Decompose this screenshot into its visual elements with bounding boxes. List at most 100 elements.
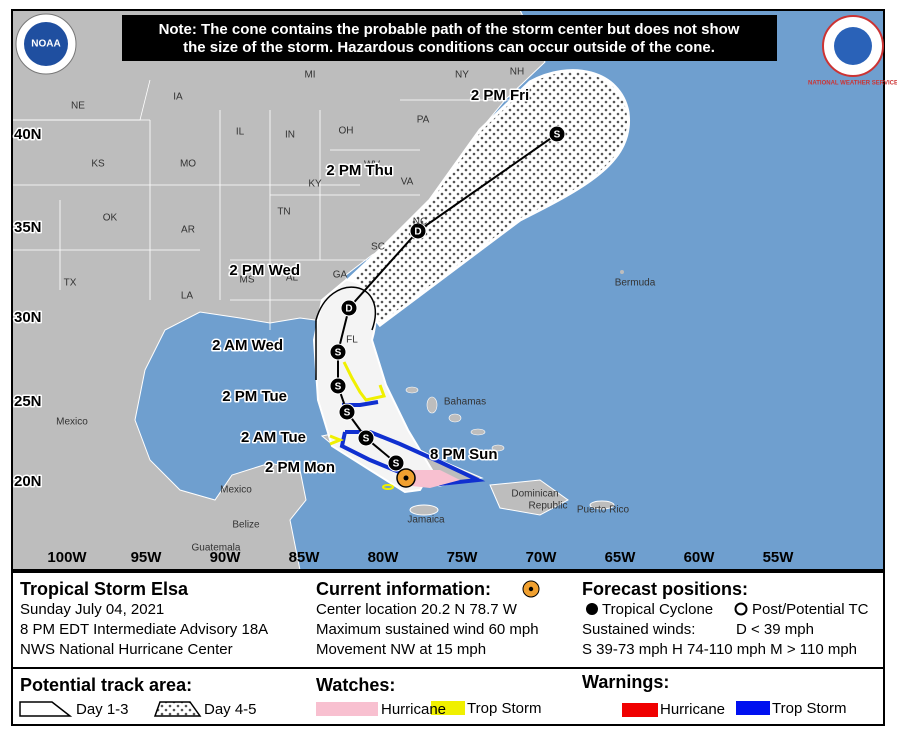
land-puerto-rico <box>589 500 615 510</box>
track-point-letter: S <box>363 434 370 445</box>
forecast-time: 2 AM Wed <box>212 337 283 354</box>
place-label: Republic <box>529 501 568 512</box>
tropical-icon <box>586 603 598 615</box>
watch-trop-storm <box>342 361 386 402</box>
place-label: TN <box>277 207 290 218</box>
watch-cayman <box>382 484 394 490</box>
place-label: NE <box>71 101 85 112</box>
longitude-label: 85W <box>289 549 321 566</box>
warning-storm: Trop Storm <box>772 700 846 717</box>
place-label: IN <box>285 130 295 141</box>
track-point <box>409 222 427 240</box>
post-icon <box>734 602 748 616</box>
forecast-post: Post/Potential TC <box>752 601 869 618</box>
noaa-logo <box>15 13 77 75</box>
track-point-letter: S <box>344 408 351 419</box>
longitude-label: 80W <box>368 549 400 566</box>
latitude-label: 25N <box>14 393 42 410</box>
noaa-text: NOAA <box>31 39 60 50</box>
track-point-letter: S <box>554 130 561 141</box>
latitude-label: 30N <box>14 309 42 326</box>
track-area-day45: Day 4-5 <box>204 701 257 718</box>
current-movement: Movement NW at 15 mph <box>316 641 486 658</box>
place-label: FL <box>346 335 358 346</box>
nws-text: NATIONAL WEATHER SERVICE <box>808 81 897 87</box>
forecast-time: 2 PM Thu <box>326 162 393 179</box>
longitude-label: 65W <box>605 549 637 566</box>
place-label: TX <box>64 278 77 289</box>
land-bermuda <box>620 270 624 274</box>
forecast-tropical: Tropical Cyclone <box>602 601 713 618</box>
place-label: AL <box>286 273 299 284</box>
place-label: Puerto Rico <box>577 505 630 516</box>
place-label: NC <box>413 217 427 228</box>
watch-hurricane: Hurricane <box>381 701 446 718</box>
track-point <box>357 429 375 447</box>
place-label: MI <box>304 70 315 81</box>
place-label: Mexico <box>56 417 88 428</box>
forecast-time: 2 PM Mon <box>265 459 335 476</box>
place-label: KS <box>91 159 105 170</box>
watch-hurricane-swatch <box>316 702 378 716</box>
cone-outline <box>315 286 376 380</box>
current-title: Current information: <box>316 579 491 599</box>
watch-trop-storm-cuba <box>329 434 345 446</box>
place-label: GA <box>333 270 348 281</box>
place-label: LA <box>181 291 194 302</box>
warning-hurricane-swatch <box>622 703 658 717</box>
track-point-letter: S <box>335 348 342 359</box>
track-point <box>338 403 356 421</box>
longitude-label: 60W <box>684 549 716 566</box>
day13-swatch <box>19 701 73 717</box>
land-jamaica <box>409 504 439 516</box>
place-label: MS <box>240 275 255 286</box>
track-point <box>340 299 358 317</box>
longitude-label: 70W <box>526 549 558 566</box>
place-label: Bermuda <box>615 278 656 289</box>
noaa-emblem <box>24 22 68 66</box>
longitude-label: 75W <box>447 549 479 566</box>
place-label: OH <box>339 126 354 137</box>
watch-storm-swatch <box>431 701 465 715</box>
watch-storm: Trop Storm <box>467 700 541 717</box>
current-position-center <box>403 475 409 481</box>
forecast-time: 2 PM Fri <box>471 87 529 104</box>
longitude-label: 90W <box>210 549 242 566</box>
place-label: PA <box>417 115 430 126</box>
forecast-title: Forecast positions: <box>582 579 748 599</box>
longitude-label: 100W <box>47 549 87 566</box>
current-location: Center location 20.2 N 78.7 W <box>316 601 518 618</box>
place-label: WV <box>364 160 380 171</box>
place-label: SC <box>371 242 385 253</box>
longitude-label: 55W <box>763 549 795 566</box>
note-line: Note: The cone contains the probable pat… <box>159 21 740 38</box>
warnings-title: Warnings: <box>582 672 669 692</box>
state-borders <box>12 99 540 330</box>
warning-storm-swatch <box>736 701 770 715</box>
place-label: Belize <box>232 520 260 531</box>
map: S D D S S S S S <box>12 10 884 570</box>
forecast-time: 2 PM Tue <box>222 388 287 405</box>
latitude-label: 20N <box>14 473 42 490</box>
place-label: Guatemala <box>192 543 241 554</box>
place-label: Bahamas <box>444 397 486 408</box>
track-area-day13: Day 1-3 <box>76 701 129 718</box>
forecast-scale: S 39-73 mph H 74-110 mph M > 110 mph <box>582 641 857 658</box>
track-point-letter: D <box>414 227 421 238</box>
forecast-time: 8 PM Sun <box>430 446 498 463</box>
track-point-letter: S <box>335 382 342 393</box>
place-label: AR <box>181 225 195 236</box>
place-label: Jamaica <box>407 515 445 526</box>
place-label: MO <box>180 159 196 170</box>
latitude-label: 40N <box>14 126 42 143</box>
track-point-letter: D <box>345 304 352 315</box>
watches-title: Watches: <box>316 675 395 695</box>
watch-hurricane <box>410 470 460 488</box>
day45-swatch <box>153 701 202 717</box>
storm-title: Tropical Storm Elsa <box>20 579 189 599</box>
track-point <box>548 125 566 143</box>
nws-logo <box>822 15 884 77</box>
info-panel <box>11 571 885 726</box>
